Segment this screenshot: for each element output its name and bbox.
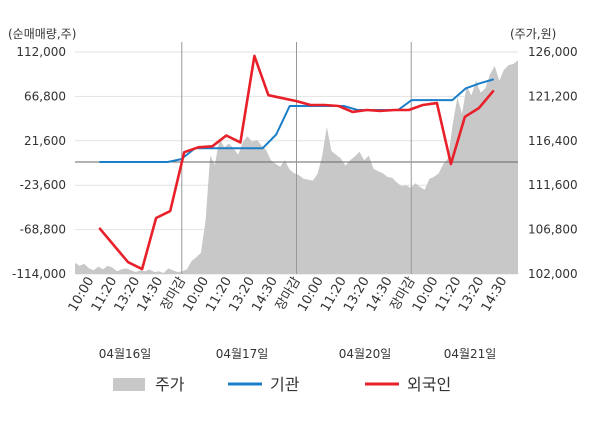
- date-label-2: 04월20일: [339, 347, 392, 361]
- legend-swatch-0: [113, 378, 145, 391]
- series-line-1: [99, 78, 494, 163]
- x-axis-time-labels: 10:0011:2013:2014:30장마감10:0011:2013:2014…: [66, 274, 511, 314]
- price-area: [75, 60, 518, 274]
- left-tick-label-0: 112,000: [16, 45, 66, 59]
- date-label-1: 04월17일: [216, 347, 269, 361]
- flow-lines: [98, 54, 495, 271]
- left-axis-unit: (순매매량,주): [8, 27, 76, 41]
- left-axis-ticks: 112,000 66,800 21,600 -23,600 -68,800 -114,00…: [12, 45, 66, 281]
- left-tick-label-1: 66,800: [24, 89, 66, 103]
- date-label-0: 04월16일: [99, 347, 152, 361]
- left-tick-label-3: -23,600: [20, 178, 66, 192]
- right-tick-label-5: 102,000: [528, 267, 578, 281]
- right-tick-label-2: 116,400: [528, 134, 578, 148]
- right-tick-label-4: 106,800: [528, 223, 578, 237]
- series-line-2: [98, 54, 495, 271]
- legend-label-1: 기관: [270, 375, 300, 394]
- series-price-area: [75, 60, 518, 274]
- right-tick-label-0: 126,000: [528, 45, 578, 59]
- date-label-3: 04월21일: [444, 347, 497, 361]
- x-axis-date-labels: 04월16일 04월17일 04월20일 04월21일: [99, 347, 497, 361]
- legend: 주가 기관 외국인: [113, 375, 451, 394]
- legend-label-0: 주가: [155, 375, 185, 394]
- right-tick-label-1: 121,200: [528, 89, 578, 103]
- right-axis-ticks: 126,000 121,200 116,400 111,600 106,800 102,0…: [528, 45, 578, 281]
- left-tick-label-4: -68,800: [20, 223, 66, 237]
- right-tick-label-3: 111,600: [528, 178, 578, 192]
- left-tick-label-2: 21,600: [24, 134, 66, 148]
- left-tick-label-5: -114,000: [12, 267, 66, 281]
- legend-label-2: 외국인: [407, 375, 451, 394]
- right-axis-unit: (주가,원): [510, 27, 556, 41]
